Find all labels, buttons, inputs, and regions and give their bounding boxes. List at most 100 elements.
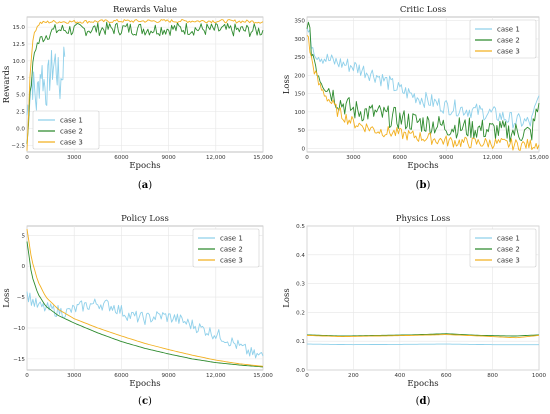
rewards-legend-label-1: case 1 <box>60 117 83 125</box>
critic-series-3-line <box>306 34 540 151</box>
physics-y-tick-label: 0.4 <box>296 253 305 259</box>
policy-x-tick-label: 9000 <box>161 373 176 379</box>
policy-title: Policy Loss <box>121 214 169 224</box>
policy-series-2-line <box>26 241 264 368</box>
critic-legend: case 1 case 2 case 3 <box>469 19 537 59</box>
critic-series-1-line <box>306 27 540 129</box>
critic-x-tick-label: 0 <box>305 155 309 161</box>
physics-x-tick-label: 800 <box>487 373 498 379</box>
policy-caption-letter: c <box>142 396 148 407</box>
critic-y-axis-label: Loss <box>282 75 292 95</box>
physics-x-axis-label: Epochs <box>407 379 438 389</box>
rewards-x-tick-label: 12,000 <box>206 155 226 161</box>
critic-caption-letter: b <box>420 180 427 191</box>
policy-series-1-line <box>26 291 264 359</box>
critic-y-tick-label: 150 <box>294 92 305 98</box>
rewards-x-tick-label: 0 <box>25 155 29 161</box>
policy-y-tick-label: 0 <box>21 264 25 270</box>
physics-series-2-line <box>307 333 540 337</box>
critic-x-tick-label: 6000 <box>393 155 408 161</box>
physics-series-3-line <box>306 334 540 339</box>
policy-chart: 0 3000 6000 9000 12,000 15,000 −15 −10 −5 0 5 case … <box>2 214 273 407</box>
critic-caption: (b) <box>416 180 431 191</box>
rewards-series-3-line <box>26 18 264 151</box>
rewards-y-tick-label: 7.5 <box>16 76 25 82</box>
rewards-y-axis-label: Rewards <box>2 66 12 104</box>
critic-legend-label-2: case 2 <box>497 37 520 45</box>
rewards-y-tick-label: 15.0 <box>13 25 26 31</box>
policy-y-tick-label: −10 <box>13 326 25 332</box>
physics-y-axis-label: Loss <box>282 288 292 308</box>
physics-y-tick-label: 0.3 <box>296 282 305 288</box>
rewards-title: Rewards Value <box>113 5 177 15</box>
critic-legend-label-1: case 1 <box>497 26 520 34</box>
critic-x-tick-label: 12,000 <box>483 155 503 161</box>
physics-y-tick-label: 0.1 <box>296 339 305 345</box>
critic-y-tick-label: 0 <box>301 146 305 152</box>
policy-x-tick-label: 15,000 <box>253 373 273 379</box>
critic-y-tick-label: 100 <box>294 110 305 116</box>
physics-y-tick-label: 0.0 <box>296 368 305 374</box>
rewards-y-tick-label: 10.0 <box>13 59 26 65</box>
critic-chart: 0 3000 6000 9000 12,000 15,000 0 50 100 150 200 250… <box>282 5 549 191</box>
rewards-x-tick-label: 9000 <box>161 155 176 161</box>
policy-y-tick-label: 5 <box>21 233 25 239</box>
policy-legend-label-2: case 2 <box>220 246 243 254</box>
physics-legend-label-1: case 1 <box>497 235 520 243</box>
critic-series-2-line <box>306 21 540 143</box>
policy-x-tick-label: 6000 <box>114 373 129 379</box>
physics-legend-label-3: case 3 <box>497 257 520 265</box>
rewards-x-tick-label: 3000 <box>67 155 82 161</box>
critic-y-tick-label: 250 <box>294 55 305 61</box>
physics-legend-label-2: case 2 <box>497 246 520 254</box>
policy-x-tick-label: 0 <box>25 373 29 379</box>
rewards-caption-letter: a <box>142 180 149 191</box>
physics-x-tick-label: 400 <box>394 373 405 379</box>
policy-y-tick-label: −15 <box>13 357 25 363</box>
rewards-y-tick-label: −2.5 <box>11 143 25 149</box>
rewards-legend: case 1 case 2 case 3 <box>32 110 100 150</box>
critic-y-tick-label: 50 <box>298 128 306 134</box>
policy-legend-label-1: case 1 <box>220 235 243 243</box>
physics-x-tick-label: 0 <box>305 373 309 379</box>
physics-caption: (d) <box>416 396 431 407</box>
policy-series-3-line <box>26 229 264 367</box>
rewards-legend-label-2: case 2 <box>60 128 83 136</box>
physics-title: Physics Loss <box>396 214 450 224</box>
rewards-x-axis-label: Epochs <box>129 161 160 171</box>
rewards-y-tick-label: 2.5 <box>16 110 25 116</box>
physics-caption-letter: d <box>420 396 427 407</box>
rewards-series-1-line <box>26 46 66 117</box>
rewards-y-tick-label: 0.0 <box>16 126 25 132</box>
rewards-x-tick-label: 15,000 <box>253 155 273 161</box>
critic-title: Critic Loss <box>400 5 446 15</box>
policy-x-axis-label: Epochs <box>129 379 160 389</box>
physics-y-tick-label: 0.2 <box>296 310 305 316</box>
critic-y-tick-label: 350 <box>294 19 305 25</box>
physics-y-tick-label: 0.5 <box>296 224 305 230</box>
physics-legend: case 1 case 2 case 3 <box>469 228 537 268</box>
policy-legend: case 1 case 2 case 3 <box>192 228 260 268</box>
rewards-y-tick-label: 5.0 <box>16 93 25 99</box>
physics-x-tick-label: 200 <box>348 373 359 379</box>
physics-x-tick-label: 1000 <box>532 373 547 379</box>
rewards-y-tick-label: 12.5 <box>13 42 26 48</box>
critic-x-tick-label: 9000 <box>439 155 454 161</box>
rewards-caption: (a) <box>138 180 152 191</box>
rewards-legend-label-3: case 3 <box>60 139 83 147</box>
policy-x-tick-label: 3000 <box>67 373 82 379</box>
critic-y-tick-label: 300 <box>294 37 305 43</box>
policy-y-axis-label: Loss <box>2 288 12 308</box>
policy-caption: (c) <box>138 396 152 407</box>
critic-x-tick-label: 15,000 <box>529 155 549 161</box>
critic-x-axis-label: Epochs <box>407 161 438 171</box>
rewards-series-2-line <box>26 21 264 144</box>
physics-chart: 0 200 400 600 800 1000 0.0 0.1 0.2 0.3 0.4 0.5 case … <box>282 214 547 407</box>
rewards-x-tick-label: 6000 <box>114 155 129 161</box>
critic-y-tick-label: 200 <box>294 73 305 79</box>
physics-series-1-line <box>307 343 539 346</box>
policy-x-tick-label: 12,000 <box>206 373 226 379</box>
rewards-chart: 0 3000 6000 9000 12,000 15,000 −2.5 0.0 2.5 5.0 7.… <box>2 5 273 191</box>
critic-legend-label-3: case 3 <box>497 48 520 56</box>
